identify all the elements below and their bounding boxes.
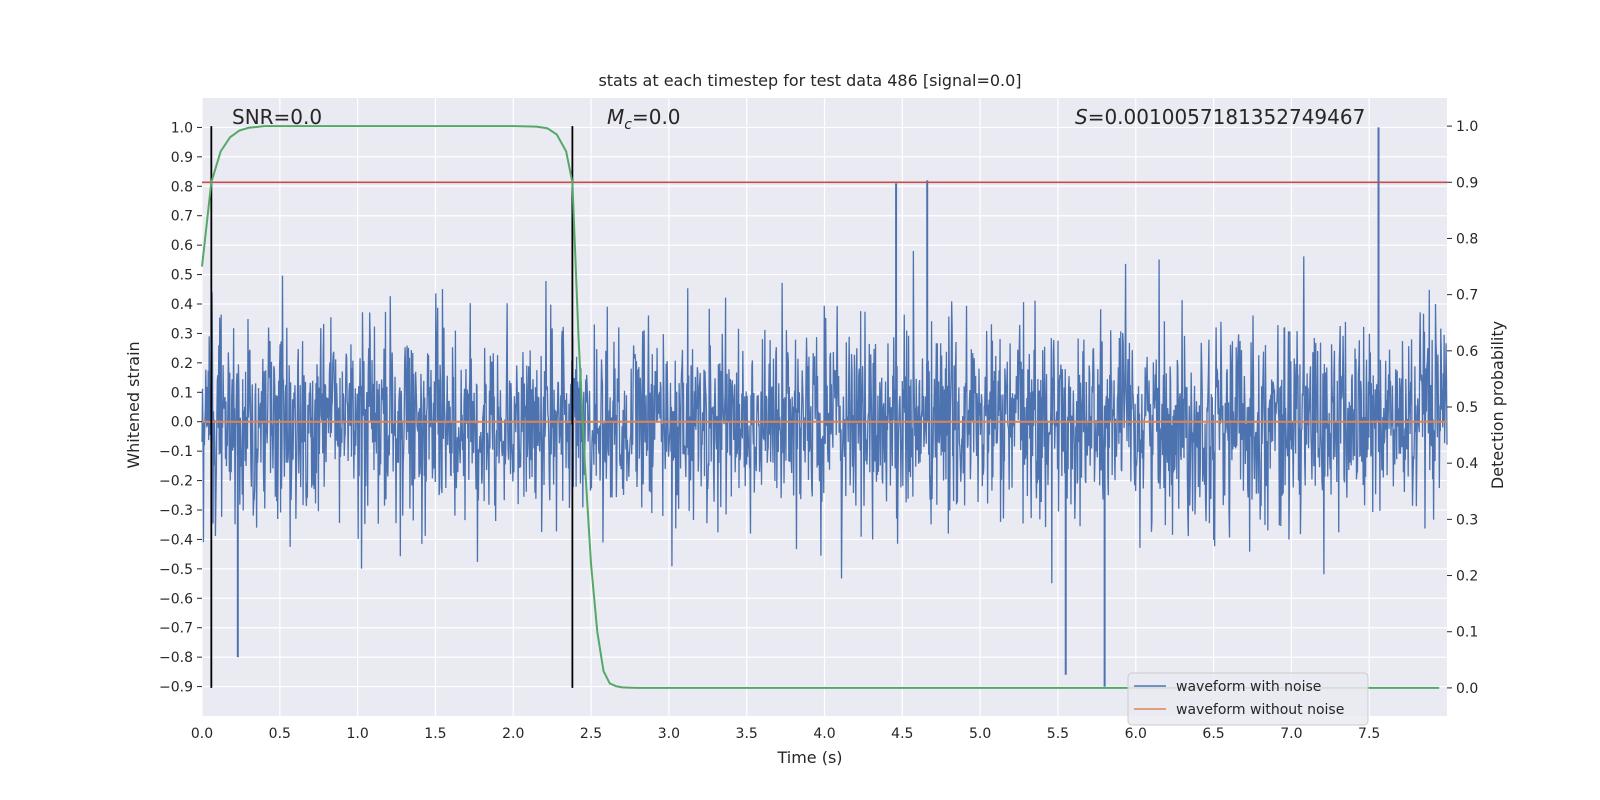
noise-trace [201,250,1448,584]
s-annotation: S=0.0010057181352749467 [1075,105,1365,129]
x-tick-label: 1.0 [346,726,368,742]
y2-axis-label: Detection probability [1488,321,1507,489]
chart-title: stats at each timestep for test data 486… [598,71,1021,90]
x-tick-label: 6.0 [1125,726,1147,742]
y-tick-label: −0.9 [159,680,193,696]
y-tick-label: −0.3 [159,503,193,519]
y-tick-label: −0.6 [159,591,193,607]
y2-tick-label: 0.8 [1456,231,1478,247]
y2-axis-ticks: 1.0 0.9 0.8 0.7 0.6 0.5 0.4 0.3 0.2 0.1 0.0 [1447,119,1478,697]
x-tick-label: 2.5 [580,726,602,742]
y-tick-label: 0.2 [171,356,193,372]
x-tick-label: 5.5 [1047,726,1069,742]
s-value: =0.0010057181352749467 [1088,105,1366,129]
x-tick-label: 1.5 [424,726,446,742]
y-tick-label: 0.9 [171,150,193,166]
x-tick-label: 4.0 [813,726,835,742]
y2-tick-label: 0.5 [1456,400,1478,416]
y-tick-label: −0.2 [159,474,193,490]
y-tick-label: −0.7 [159,621,193,637]
y-tick-label: −0.4 [159,532,193,548]
waveform-with-noise-series [201,127,1448,687]
s-symbol: S [1075,105,1088,129]
overlays [201,125,1447,689]
x-tick-label: 0.5 [269,726,291,742]
legend-box [1127,672,1369,726]
y2-tick-label: 0.7 [1456,288,1478,304]
y2-tick-label: 0.3 [1456,512,1478,528]
y2-tick-label: 0.6 [1456,344,1478,360]
y2-tick-label: 0.0 [1456,681,1478,697]
y-tick-label: 0.4 [171,297,193,313]
detection-probability-line [201,125,1440,689]
legend-clean-label: waveform without noise [1176,702,1344,718]
legend-noise-label: waveform with noise [1176,679,1321,695]
y-axis-label: Whitened strain [124,341,143,468]
mc-value: =0.0 [632,105,681,129]
y-tick-label: −0.8 [159,650,193,666]
y-tick-label: 0.3 [171,326,193,342]
snr-annotation: SNR=0.0 [232,105,322,129]
y-tick-label: −0.1 [159,444,193,460]
x-tick-label: 3.0 [658,726,680,742]
y-tick-label: 1.0 [171,120,193,136]
y2-tick-label: 0.4 [1456,456,1478,472]
x-tick-label: 5.0 [969,726,991,742]
y2-tick-label: 0.2 [1456,569,1478,585]
x-tick-label: 7.0 [1280,726,1302,742]
x-tick-label: 7.5 [1358,726,1380,742]
y2-tick-label: 0.9 [1456,175,1478,191]
x-tick-label: 6.5 [1202,726,1224,742]
y-tick-label: 0.8 [171,179,193,195]
x-tick-label: 2.0 [502,726,524,742]
x-tick-label: 3.5 [736,726,758,742]
y-tick-label: 0.1 [171,385,193,401]
y-tick-label: 0.7 [171,209,193,225]
y-tick-label: 0.6 [171,238,193,254]
x-axis-ticks: 0.0 0.5 1.0 1.5 2.0 2.5 3.0 3.5 4.0 4.5 5.0 5.5 6.0 6… [191,726,1380,742]
y2-tick-label: 0.1 [1456,625,1478,641]
y2-tick-label: 1.0 [1456,119,1478,135]
y-axis-ticks: 1.0 0.9 0.8 0.7 0.6 0.5 0.4 0.3 0.2 0.1 0.0 −0.1 −0.… [159,120,202,696]
mc-annotation: Mc=0.0 [607,105,681,133]
x-tick-label: 4.5 [891,726,913,742]
mc-subscript: c [624,117,632,133]
y-tick-label: 0.5 [171,268,193,284]
y-tick-label: 0.0 [171,415,193,431]
y-tick-label: −0.5 [159,562,193,578]
x-axis-label: Time (s) [776,748,842,767]
mc-symbol: M [607,105,624,129]
x-tick-label: 0.0 [191,726,213,742]
legend: waveform with noise waveform without noi… [1127,672,1369,726]
